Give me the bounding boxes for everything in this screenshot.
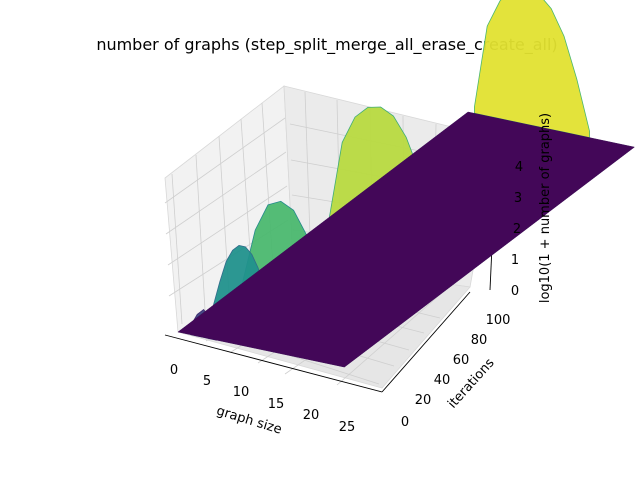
z-tick-label: 4 xyxy=(515,160,523,175)
y-tick-label: 80 xyxy=(471,333,488,348)
z-tick-label: 2 xyxy=(513,222,521,237)
y-tick-label: 40 xyxy=(434,373,451,388)
z-axis-label: log10(1 + number of graphs) xyxy=(538,113,553,303)
y-tick-labels: 0 20 40 60 80 100 xyxy=(401,313,511,430)
x-tick-label: 15 xyxy=(268,397,285,412)
y-tick-label: 60 xyxy=(453,353,470,368)
x-axis-line xyxy=(164,334,383,393)
z-tick-labels: 0 1 2 3 4 xyxy=(511,160,523,299)
x-tick-label: 5 xyxy=(203,374,211,389)
floor-surface xyxy=(177,111,635,368)
x-tick-label: 25 xyxy=(339,420,356,435)
y-tick-label: 20 xyxy=(415,393,432,408)
x-tick-label: 20 xyxy=(303,408,320,423)
x-tick-labels: 0 5 10 15 20 25 xyxy=(170,363,355,435)
x-tick-label: 0 xyxy=(170,363,178,378)
x-tick-label: 10 xyxy=(233,385,250,400)
y-axis-line xyxy=(381,291,471,393)
y-tick-label: 0 xyxy=(401,415,409,430)
surface-floor xyxy=(177,111,635,368)
z-tick-label: 3 xyxy=(514,191,522,206)
z-tick-label: 1 xyxy=(511,253,519,268)
z-tick-label: 0 xyxy=(511,284,519,299)
chart-title: number of graphs (step_split_merge_all_e… xyxy=(96,35,557,55)
y-tick-label: 100 xyxy=(486,313,511,328)
